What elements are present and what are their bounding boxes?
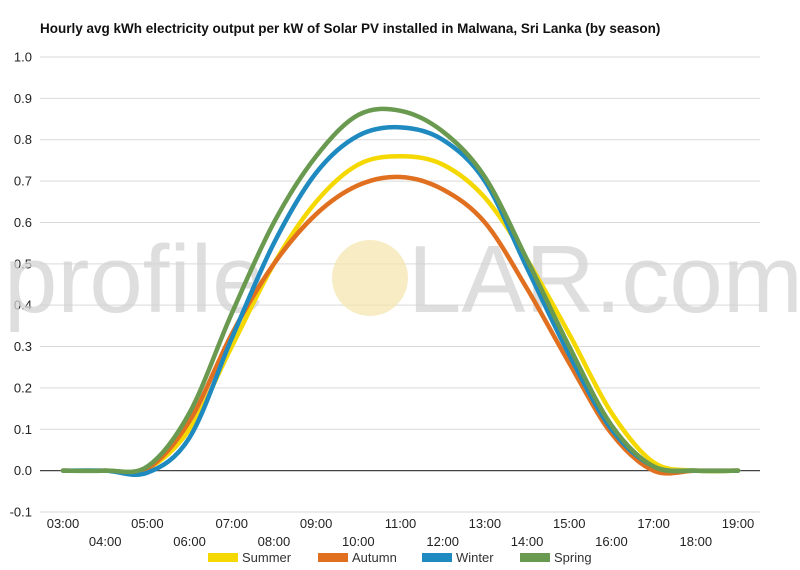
y-tick-label: 0.4 <box>14 298 32 313</box>
legend-swatch-autumn <box>318 553 348 562</box>
legend-label-winter: Winter <box>456 550 494 565</box>
x-tick-label: 15:00 <box>553 516 586 531</box>
x-tick-label: 05:00 <box>131 516 164 531</box>
legend-label-autumn: Autumn <box>352 550 397 565</box>
y-tick-label: 0.5 <box>14 256 32 271</box>
y-tick-label: -0.1 <box>10 505 32 520</box>
legend-swatch-summer <box>208 553 238 562</box>
x-tick-label: 14:00 <box>511 534 544 549</box>
y-tick-label: 0.3 <box>14 339 32 354</box>
x-tick-label: 03:00 <box>47 516 80 531</box>
watermark-text-right: LAR.com <box>408 226 800 333</box>
x-tick-label: 13:00 <box>469 516 502 531</box>
x-tick-label: 19:00 <box>722 516 755 531</box>
series-line-autumn <box>60 174 741 476</box>
x-tick-label: 12:00 <box>426 534 459 549</box>
y-tick-label: 0.2 <box>14 380 32 395</box>
series-line-spring <box>60 106 741 475</box>
x-tick-label: 07:00 <box>215 516 248 531</box>
y-axis-ticks: 1.0 0.9 0.8 0.7 0.6 0.5 0.4 0.3 0.2 0.1 0.0 -0.1 <box>10 50 32 520</box>
x-tick-label: 17:00 <box>637 516 670 531</box>
x-axis-ticks: 03:00 04:00 05:00 06:00 07:00 08:00 09:00 10:00… <box>47 516 755 549</box>
x-tick-label: 10:00 <box>342 534 375 549</box>
y-tick-label: 0.0 <box>14 463 32 478</box>
series-lines <box>60 106 741 478</box>
legend-label-summer: Summer <box>242 550 292 565</box>
x-tick-label: 18:00 <box>680 534 713 549</box>
y-tick-label: 0.8 <box>14 132 32 147</box>
watermark-text-left: profile <box>4 226 265 333</box>
x-tick-label: 09:00 <box>300 516 333 531</box>
x-tick-label: 04:00 <box>89 534 122 549</box>
x-tick-label: 11:00 <box>385 516 417 531</box>
y-tick-label: 0.9 <box>14 91 32 106</box>
legend-swatch-spring <box>520 553 550 562</box>
legend: Summer Autumn Winter Spring <box>208 550 592 565</box>
y-tick-label: 0.6 <box>14 215 32 230</box>
x-tick-label: 06:00 <box>173 534 206 549</box>
chart-title: Hourly avg kWh electricity output per kW… <box>40 21 660 36</box>
legend-swatch-winter <box>422 553 452 562</box>
series-line-summer <box>60 154 741 475</box>
watermark-sun-icon <box>332 240 408 316</box>
y-tick-label: 1.0 <box>14 50 32 65</box>
y-tick-label: 0.7 <box>14 174 32 189</box>
y-tick-label: 0.1 <box>14 422 32 437</box>
series-line-winter <box>60 124 741 478</box>
x-tick-label: 16:00 <box>595 534 628 549</box>
x-tick-label: 08:00 <box>258 534 291 549</box>
legend-label-spring: Spring <box>554 550 592 565</box>
watermark: profile LAR.com <box>4 226 800 333</box>
